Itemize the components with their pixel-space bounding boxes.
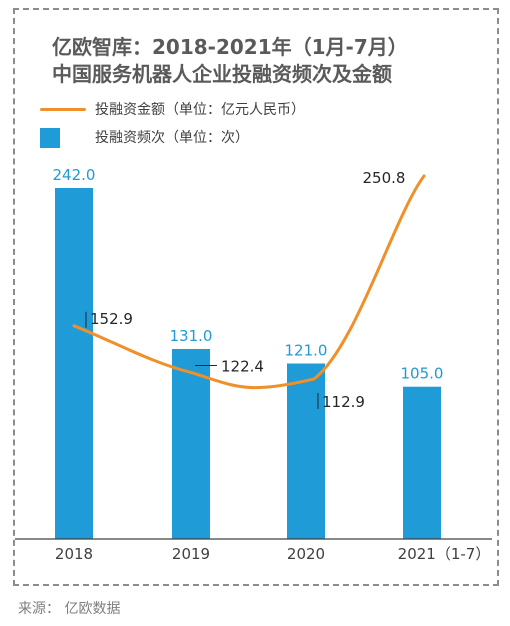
x-axis-tick-labels: 2018 2019 2020 2021（1-7） bbox=[55, 545, 490, 563]
x-tick-label-1: 2019 bbox=[172, 545, 210, 563]
bar-3 bbox=[403, 386, 441, 539]
amount-line-path bbox=[72, 174, 426, 390]
data-labels: 242.0 131.0 121.0 105.0 152.9 122.4 112.9 250.8 bbox=[53, 166, 444, 411]
title-line-2: 中国服务机器人企业投融资频次及金额 bbox=[52, 62, 392, 86]
legend-line-swatch bbox=[40, 108, 86, 111]
line-value-label-3: 250.8 bbox=[363, 169, 406, 187]
chart-frame bbox=[13, 8, 499, 586]
x-tick-label-2: 2020 bbox=[287, 545, 325, 563]
bars bbox=[55, 188, 441, 539]
bar-value-label-1: 131.0 bbox=[170, 327, 213, 345]
bar-value-label-2: 121.0 bbox=[285, 342, 328, 360]
bar-value-label-3: 105.0 bbox=[401, 365, 444, 383]
bar-2 bbox=[287, 363, 325, 539]
legend-label-amount: 投融资金额（单位：亿元人民币） bbox=[95, 102, 305, 118]
line-value-label-1: 122.4 bbox=[221, 357, 264, 375]
source-note: 来源： 亿欧数据 bbox=[18, 601, 121, 617]
chart-title: 亿欧智库：2018-2021年（1月-7月） 中国服务机器人企业投融资频次及金额 bbox=[52, 34, 408, 88]
line-value-label-0: 152.9 bbox=[90, 310, 133, 328]
legend-bar-swatch bbox=[40, 128, 60, 148]
amount-line-series bbox=[72, 174, 426, 390]
legend-label-count: 投融资频次（单位：次） bbox=[95, 130, 249, 146]
bar-1 bbox=[172, 348, 210, 539]
bar-value-label-0: 242.0 bbox=[53, 166, 96, 184]
x-tick-label-0: 2018 bbox=[55, 545, 93, 563]
title-line-1: 亿欧智库：2018-2021年（1月-7月） bbox=[52, 35, 408, 59]
line-value-label-2: 112.9 bbox=[322, 393, 365, 411]
x-tick-label-3: 2021（1-7） bbox=[398, 545, 491, 563]
bar-0 bbox=[55, 188, 93, 539]
